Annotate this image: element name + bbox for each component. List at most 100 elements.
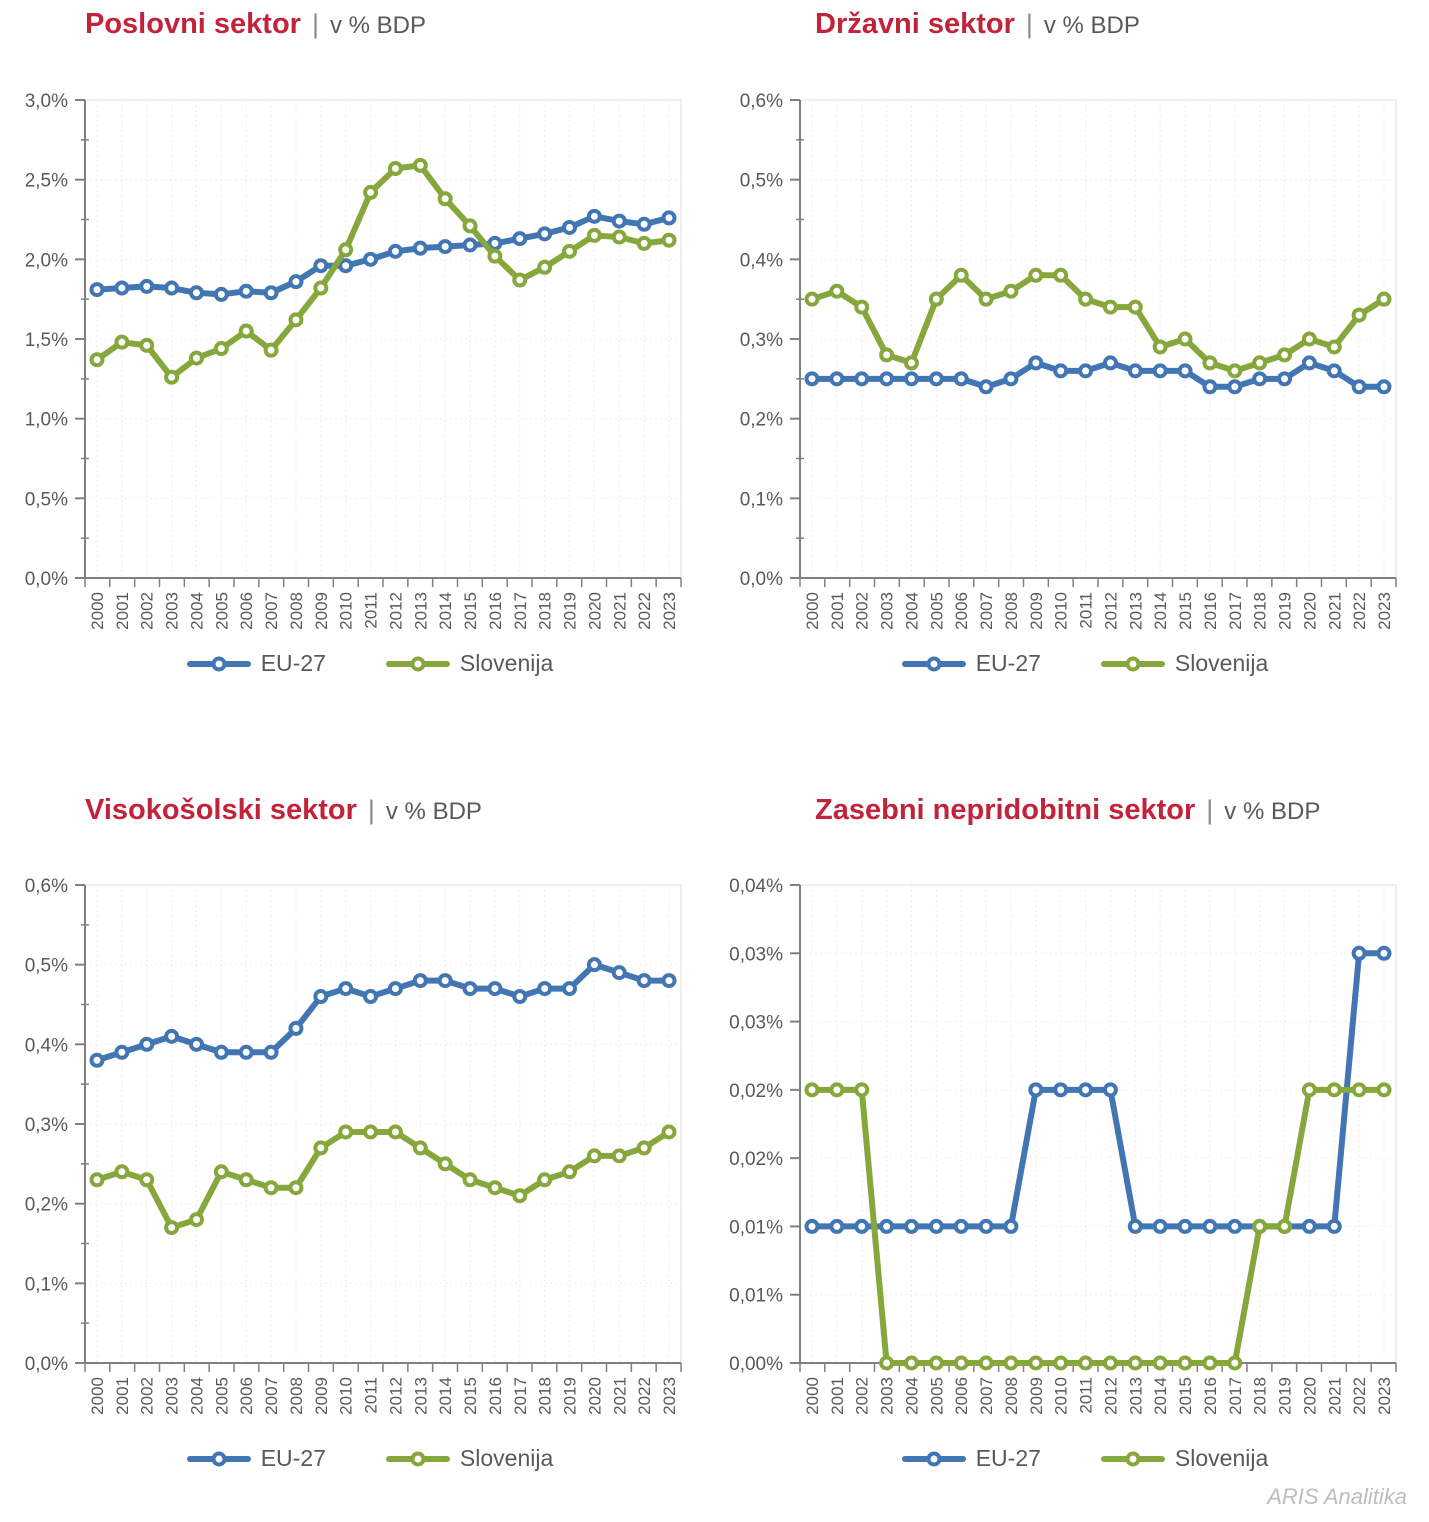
chart-title-unit: v % BDP [1224,798,1321,825]
legend-item-eu-27: EU-27 [901,650,1041,677]
svg-text:2003: 2003 [163,1377,182,1415]
svg-text:2001: 2001 [113,592,132,630]
svg-text:2005: 2005 [212,592,231,630]
title-separator: | [1206,795,1214,825]
svg-text:2020: 2020 [585,592,604,630]
legend-line-marker-icon [186,1451,251,1466]
svg-text:2020: 2020 [585,1377,604,1415]
series-slovenija [89,1124,677,1236]
svg-text:2020: 2020 [1300,1377,1319,1415]
svg-text:2014: 2014 [436,592,455,630]
chart-title-unit: v % BDP [329,12,427,39]
chart-title: Poslovni sektor | v % BDP [85,8,426,41]
y-axis: 0,0% 0,5% 1,0% 1,5% 2,0% 2,5% 3,0% [25,91,89,590]
svg-text:1,5%: 1,5% [25,330,68,351]
svg-text:2008: 2008 [287,1377,306,1415]
svg-text:0,0%: 0,0% [740,569,783,590]
svg-text:2016: 2016 [1201,592,1220,630]
svg-text:2004: 2004 [187,592,206,630]
y-axis: 0,0% 0,1% 0,2% 0,3% 0,4% 0,5% 0,6% [25,876,89,1375]
svg-text:0,6%: 0,6% [25,876,68,897]
svg-text:2006: 2006 [237,592,256,630]
svg-text:2002: 2002 [138,592,157,630]
legend-item-slovenija: Slovenija [385,650,553,677]
svg-text:2018: 2018 [536,592,555,630]
svg-text:2009: 2009 [1027,1377,1046,1415]
svg-text:2009: 2009 [312,1377,331,1415]
legend-line-marker-icon [186,656,251,671]
legend-label-eu-27: EU-27 [260,1445,326,1471]
svg-text:2011: 2011 [362,592,381,629]
legend-label-slovenija: Slovenija [1174,1445,1269,1471]
chart-title: Visokošolski sektor | v % BDP [85,794,482,827]
svg-text:2012: 2012 [386,1377,405,1415]
svg-text:2022: 2022 [1350,592,1369,630]
svg-text:2014: 2014 [1151,1377,1170,1415]
svg-text:0,3%: 0,3% [740,330,783,351]
svg-text:0,02%: 0,02% [729,1149,783,1170]
svg-text:2000: 2000 [803,592,822,630]
svg-text:2015: 2015 [1176,1377,1195,1415]
svg-text:3,0%: 3,0% [25,91,68,112]
legend-line-marker-icon [385,656,450,671]
svg-text:2019: 2019 [1276,1377,1295,1415]
svg-text:0,01%: 0,01% [729,1286,783,1307]
svg-text:2011: 2011 [1077,1377,1096,1414]
svg-text:0,1%: 0,1% [740,489,783,510]
svg-text:2005: 2005 [927,1377,946,1415]
legend-line-marker-icon [1100,656,1165,671]
svg-text:2007: 2007 [262,592,281,630]
title-separator: | [311,9,319,39]
legend-line-marker-icon [901,656,966,671]
svg-text:2023: 2023 [1375,592,1394,630]
svg-text:2023: 2023 [1375,1377,1394,1415]
svg-text:2016: 2016 [1201,1377,1220,1415]
chart-title: Zasebni nepridobitni sektor | v % BDP [815,794,1320,827]
legend-item-slovenija: Slovenija [1100,650,1268,677]
svg-text:2007: 2007 [977,1377,996,1415]
svg-text:0,3%: 0,3% [25,1115,68,1136]
svg-text:2016: 2016 [486,1377,505,1415]
svg-text:2007: 2007 [262,1377,281,1415]
chart-card-zasebni-nepridobitni-sektor: Zasebni nepridobitni sektor | v % BDP 0,… [715,760,1429,1520]
svg-text:0,0%: 0,0% [25,1354,68,1375]
svg-text:2018: 2018 [1251,592,1270,630]
svg-text:2004: 2004 [902,1377,921,1415]
svg-text:0,03%: 0,03% [729,944,783,965]
svg-text:2012: 2012 [1101,1377,1120,1415]
chart-title-main: Visokošolski sektor [85,794,357,826]
svg-text:2000: 2000 [88,1377,107,1415]
chart-legend: EU-27 Slovenija [60,1445,680,1472]
series-slovenija [804,1082,1392,1371]
svg-text:2003: 2003 [878,1377,897,1415]
svg-text:2002: 2002 [138,1377,157,1415]
y-axis: 0,0% 0,1% 0,2% 0,3% 0,4% 0,5% 0,6% [740,91,804,590]
legend-item-slovenija: Slovenija [385,1445,554,1472]
svg-text:2012: 2012 [386,592,405,630]
y-axis: 0,00% 0,01% 0,01% 0,02% 0,02% 0,03% 0,03% 0,04% [729,876,801,1375]
svg-text:2015: 2015 [461,1377,480,1415]
legend-label-slovenija: Slovenija [459,1445,554,1471]
svg-text:0,1%: 0,1% [25,1274,68,1295]
svg-text:0,5%: 0,5% [25,956,68,977]
chart-title-main: Državni sektor [815,8,1015,40]
svg-text:2021: 2021 [1325,1377,1344,1415]
x-axis: 2000 2001 2002 2003 2004 2005 2006 2007 2008 2009… [84,1362,682,1415]
svg-text:2001: 2001 [828,1377,847,1415]
svg-text:2,0%: 2,0% [25,250,68,271]
svg-text:2009: 2009 [312,592,331,630]
svg-text:2015: 2015 [461,592,480,630]
line-chart-poslovni-sektor: 0,0% 0,5% 1,0% 1,5% 2,0% 2,5% 3,0% 2000 2001 2002… [25,91,682,630]
svg-text:2005: 2005 [927,592,946,630]
series-eu-27 [89,208,677,302]
svg-text:2004: 2004 [187,1377,206,1415]
line-chart-zasebni-nepridobitni-sektor: 0,00% 0,01% 0,01% 0,02% 0,02% 0,03% 0,03% 0,04%… [729,876,1397,1415]
svg-text:2018: 2018 [1251,1377,1270,1415]
legend-label-eu-27: EU-27 [975,1445,1041,1471]
svg-text:2010: 2010 [1052,592,1071,630]
svg-text:2023: 2023 [660,1377,679,1415]
svg-text:2013: 2013 [411,592,430,630]
svg-text:2018: 2018 [536,1377,555,1415]
gridlines [799,884,1397,1364]
